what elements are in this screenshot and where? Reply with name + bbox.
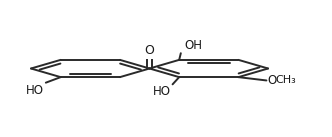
- Text: HO: HO: [153, 85, 171, 99]
- Text: CH₃: CH₃: [276, 75, 296, 85]
- Text: OH: OH: [184, 39, 202, 52]
- Text: O: O: [267, 74, 276, 87]
- Text: O: O: [145, 44, 154, 57]
- Text: HO: HO: [26, 84, 44, 97]
